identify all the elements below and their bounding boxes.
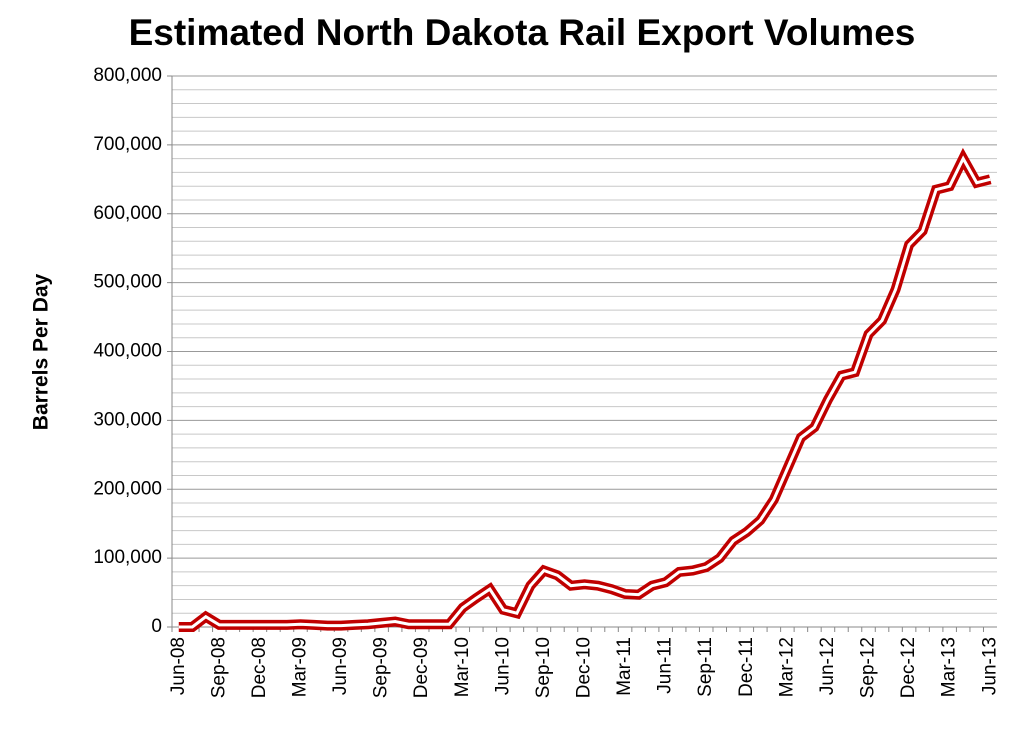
x-tick-label: Jun-11 — [655, 637, 676, 694]
x-tick-label: Jun-09 — [330, 637, 351, 695]
x-tick-label: Sep-11 — [695, 637, 716, 697]
chart-title: Estimated North Dakota Rail Export Volum… — [129, 12, 916, 53]
x-tick-label: Mar-10 — [452, 637, 473, 697]
x-tick-label: Sep-09 — [371, 637, 392, 698]
x-tick-label: Sep-12 — [858, 637, 879, 698]
x-tick-label: Mar-09 — [289, 637, 310, 697]
y-tick-label: 100,000 — [93, 547, 162, 568]
x-tick-label: Mar-11 — [614, 637, 635, 696]
y-tick-label: 600,000 — [93, 203, 162, 224]
y-tick-label: 0 — [151, 616, 162, 637]
x-tick-label: Jun-12 — [817, 637, 838, 695]
y-tick-label: 300,000 — [93, 409, 162, 430]
x-tick-label: Jun-08 — [168, 637, 189, 695]
x-tick-label: Jun-13 — [979, 637, 1000, 695]
x-tick-label: Sep-08 — [208, 637, 229, 698]
x-tick-label: Sep-10 — [533, 637, 554, 698]
x-tick-label: Dec-08 — [249, 637, 270, 698]
x-tick-label: Dec-10 — [574, 637, 595, 698]
y-axis-label: Barrels Per Day — [30, 273, 53, 430]
series-line-highlight — [178, 155, 991, 629]
x-tick-label: Dec-12 — [898, 637, 919, 698]
y-tick-label: 400,000 — [93, 341, 162, 362]
x-tick-label: Dec-11 — [736, 637, 757, 697]
x-tick-label: Dec-09 — [411, 637, 432, 698]
x-tick-label: Mar-13 — [939, 637, 960, 697]
x-tick-label: Jun-10 — [492, 637, 513, 695]
x-tick-label: Mar-12 — [776, 637, 797, 697]
y-tick-label: 700,000 — [93, 134, 162, 155]
y-tick-label: 800,000 — [93, 65, 162, 86]
y-tick-label: 500,000 — [93, 272, 162, 293]
y-tick-label: 200,000 — [93, 478, 162, 499]
